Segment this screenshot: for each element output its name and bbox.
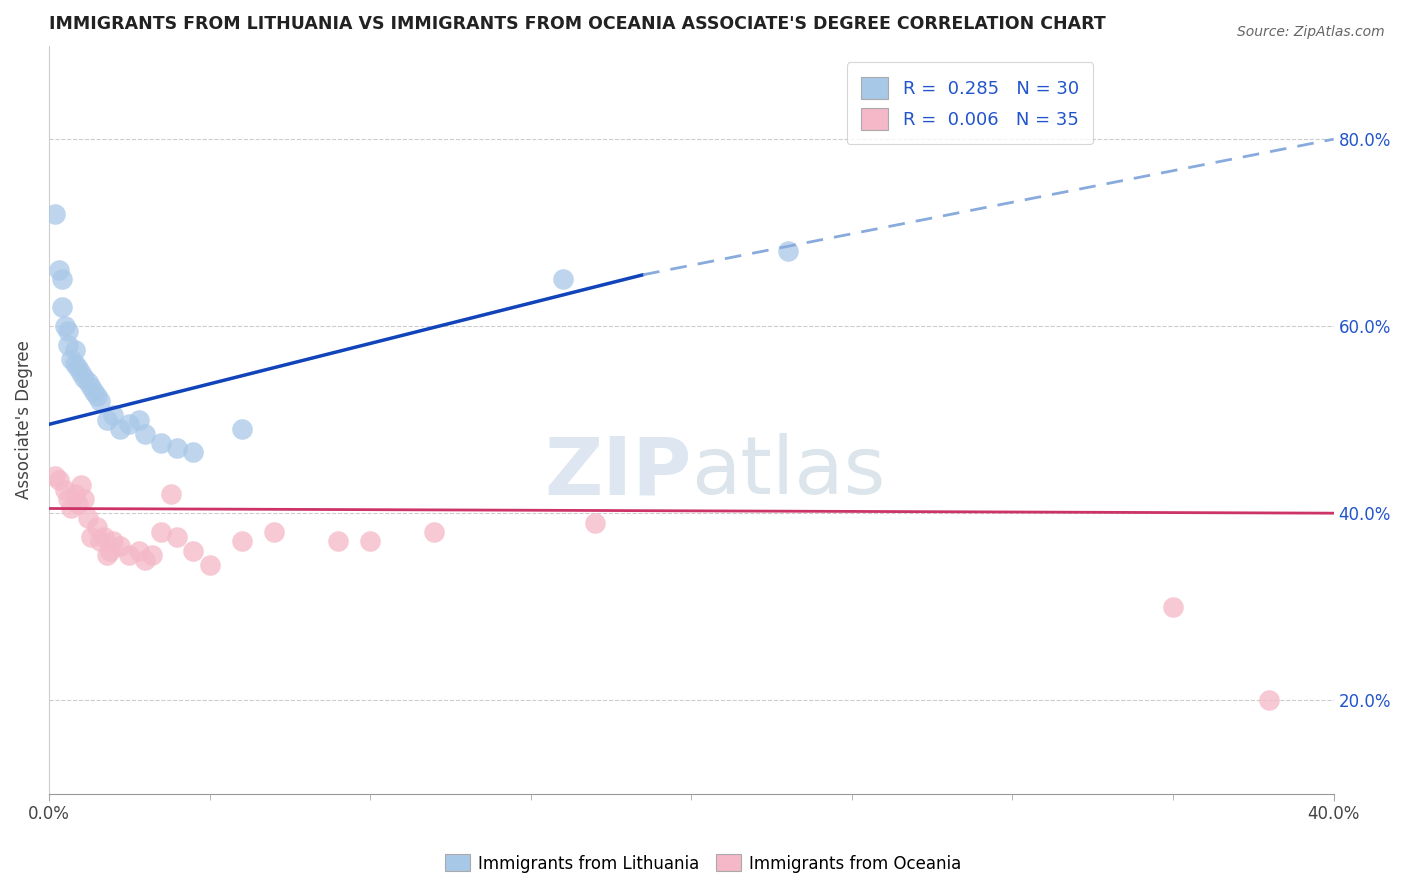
Point: [51, 301, 73, 315]
Point: [73, 492, 96, 507]
Point: [118, 417, 141, 432]
Text: IMMIGRANTS FROM LITHUANIA VS IMMIGRANTS FROM OCEANIA ASSOCIATE'S DEGREE CORRELAT: IMMIGRANTS FROM LITHUANIA VS IMMIGRANTS …: [49, 15, 1105, 33]
Point: [76, 511, 98, 525]
Point: [166, 441, 188, 455]
Point: [66, 497, 89, 511]
Point: [66, 361, 89, 376]
Point: [1258, 693, 1281, 707]
Text: ZIP: ZIP: [544, 433, 692, 511]
Point: [150, 436, 173, 450]
Point: [103, 534, 125, 549]
Point: [326, 534, 349, 549]
Point: [58, 492, 80, 507]
Point: [160, 487, 183, 501]
Point: [53, 483, 76, 497]
Point: [128, 412, 150, 426]
Point: [96, 412, 118, 426]
Point: [96, 548, 118, 562]
Point: [48, 263, 70, 277]
Point: [63, 343, 86, 357]
Point: [263, 524, 285, 539]
Point: [103, 408, 125, 422]
Text: atlas: atlas: [692, 433, 886, 511]
Point: [423, 524, 446, 539]
Point: [51, 272, 73, 286]
Point: [58, 324, 80, 338]
Point: [551, 272, 574, 286]
Point: [80, 530, 103, 544]
Point: [134, 553, 156, 567]
Point: [44, 468, 66, 483]
Point: [53, 319, 76, 334]
Point: [98, 543, 121, 558]
Point: [150, 524, 173, 539]
Point: [198, 558, 221, 572]
Text: Source: ZipAtlas.com: Source: ZipAtlas.com: [1237, 25, 1385, 39]
Point: [63, 357, 86, 371]
Point: [44, 207, 66, 221]
Point: [89, 534, 111, 549]
Point: [60, 501, 83, 516]
Point: [76, 376, 98, 390]
Point: [70, 366, 93, 380]
Point: [63, 487, 86, 501]
Point: [118, 548, 141, 562]
Point: [776, 244, 799, 259]
Point: [80, 380, 103, 394]
Point: [166, 530, 188, 544]
Point: [48, 474, 70, 488]
Point: [70, 478, 93, 492]
Point: [128, 543, 150, 558]
Point: [183, 445, 205, 459]
Legend: R =  0.285   N = 30, R =  0.006   N = 35: R = 0.285 N = 30, R = 0.006 N = 35: [846, 62, 1094, 145]
Point: [183, 543, 205, 558]
Point: [60, 351, 83, 366]
Point: [58, 338, 80, 352]
Point: [231, 422, 253, 436]
Point: [359, 534, 381, 549]
Point: [583, 516, 606, 530]
Point: [89, 394, 111, 409]
Point: [83, 384, 105, 399]
Point: [86, 520, 108, 534]
Point: [73, 370, 96, 384]
Point: [141, 548, 163, 562]
Point: [93, 530, 115, 544]
Legend: Immigrants from Lithuania, Immigrants from Oceania: Immigrants from Lithuania, Immigrants fr…: [437, 847, 969, 880]
Point: [1161, 599, 1184, 614]
Y-axis label: Associate's Degree: Associate's Degree: [15, 340, 32, 500]
Point: [108, 539, 131, 553]
Point: [231, 534, 253, 549]
Point: [86, 389, 108, 403]
Point: [134, 426, 156, 441]
Point: [108, 422, 131, 436]
